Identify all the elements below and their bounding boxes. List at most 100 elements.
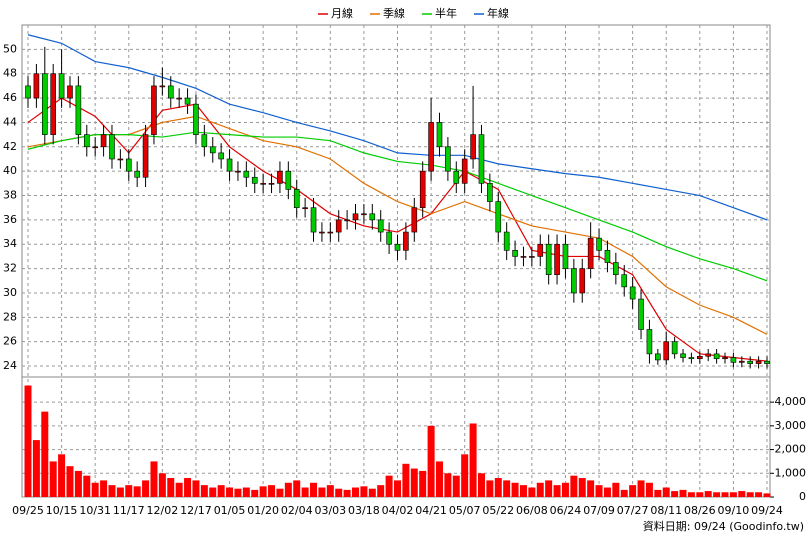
- x-tick-label: 03/18: [348, 504, 380, 517]
- legend: 月線 季線 半年 年線: [318, 6, 509, 20]
- legend-label: 月線: [331, 6, 353, 20]
- candle-body: [428, 122, 434, 172]
- candle-body: [209, 146, 216, 154]
- y-tick-label: 50: [3, 42, 17, 55]
- candle-body: [226, 158, 233, 172]
- candle-body: [176, 97, 182, 100]
- candle-body: [377, 219, 384, 233]
- candle-body: [285, 170, 292, 190]
- volume-bar: [570, 475, 578, 497]
- volume-bar: [620, 489, 628, 497]
- legend-label: 季線: [383, 6, 405, 20]
- volume-bar: [335, 488, 343, 497]
- volume-bar: [175, 482, 183, 497]
- volume-bar: [377, 485, 385, 497]
- candle-body: [50, 73, 56, 135]
- volume-bar: [116, 487, 124, 497]
- volume-bar: [687, 492, 695, 497]
- candle-body: [739, 360, 745, 363]
- volume-bar: [318, 487, 326, 497]
- y2-tick-label: 1,000: [775, 466, 807, 479]
- candle-body: [461, 158, 468, 184]
- ma-line: [27, 131, 768, 282]
- candle-body: [260, 183, 266, 185]
- volume-bar: [41, 411, 49, 497]
- volume-bar: [100, 480, 108, 497]
- candle-body: [470, 134, 476, 160]
- volume-bar: [729, 492, 737, 497]
- volume-bar: [234, 488, 242, 497]
- candle-body: [92, 146, 98, 149]
- candle-body: [629, 286, 636, 300]
- x-tick-label: 12/17: [180, 504, 212, 517]
- y-tick-label: 28: [3, 310, 17, 323]
- candle-body: [361, 213, 367, 216]
- candle-body: [293, 189, 300, 208]
- volume-bar: [553, 485, 561, 497]
- volume-bar: [192, 480, 200, 497]
- volume-bar: [352, 487, 360, 497]
- candle-body: [646, 329, 653, 355]
- volume-bar: [519, 485, 527, 497]
- volume-bar: [713, 492, 721, 497]
- volume-bar: [49, 461, 57, 497]
- candle-body: [520, 256, 527, 258]
- candle-body: [352, 213, 359, 221]
- candle-body: [167, 85, 174, 99]
- volume-bar: [477, 473, 485, 497]
- candle-body: [680, 353, 686, 358]
- volume-bar: [326, 485, 334, 497]
- x-tick-label: 04/02: [382, 504, 414, 517]
- candle-body: [730, 357, 737, 363]
- x-tick-label: 03/03: [314, 504, 346, 517]
- volume-bar: [637, 480, 645, 497]
- candle-body: [571, 268, 577, 294]
- volume-bar: [629, 485, 637, 497]
- candle-body: [403, 231, 409, 251]
- volume-bar: [217, 485, 225, 497]
- candle-body: [310, 207, 317, 233]
- volume-bar: [58, 454, 66, 497]
- candle-body: [302, 207, 308, 209]
- volume-bar: [293, 480, 301, 497]
- candle-body: [184, 97, 191, 105]
- volume-bar: [721, 492, 729, 497]
- x-tick-label: 11/17: [113, 504, 145, 517]
- volume-bar: [746, 492, 754, 497]
- candle-body: [638, 298, 644, 330]
- y-tick-label: 44: [3, 115, 17, 128]
- candle-body: [621, 274, 628, 288]
- candle-body: [386, 231, 392, 245]
- volume-bar: [536, 482, 544, 497]
- volume-bar: [184, 478, 192, 497]
- y-tick-label: 40: [3, 164, 17, 177]
- volume-bar: [494, 478, 502, 497]
- candle-body: [335, 219, 342, 233]
- candle-body: [453, 170, 460, 184]
- volume-bar: [578, 478, 586, 497]
- volume-bar: [671, 491, 679, 497]
- volume-bar: [276, 488, 284, 497]
- candle-body: [671, 341, 678, 355]
- candle-body: [25, 85, 31, 99]
- x-tick-label: 08/11: [650, 504, 682, 517]
- volume-bar: [662, 487, 670, 497]
- volume-bar: [679, 489, 687, 497]
- candle-body: [713, 353, 720, 360]
- volume-bar: [603, 487, 611, 497]
- candle-body: [100, 134, 107, 148]
- volume-bar: [167, 478, 175, 497]
- candle-body: [58, 73, 65, 99]
- candle-body: [529, 256, 535, 258]
- volume-bar: [595, 485, 603, 497]
- volume-bar: [645, 482, 653, 497]
- candle-body: [587, 237, 594, 269]
- volume-bar: [310, 482, 318, 497]
- volume-bar: [91, 482, 99, 497]
- volume-bar: [755, 492, 763, 497]
- volume-bar: [209, 487, 217, 497]
- candle-body: [487, 183, 493, 202]
- volume-bar: [654, 489, 662, 497]
- candle-body: [436, 122, 443, 148]
- candle-body: [235, 170, 241, 173]
